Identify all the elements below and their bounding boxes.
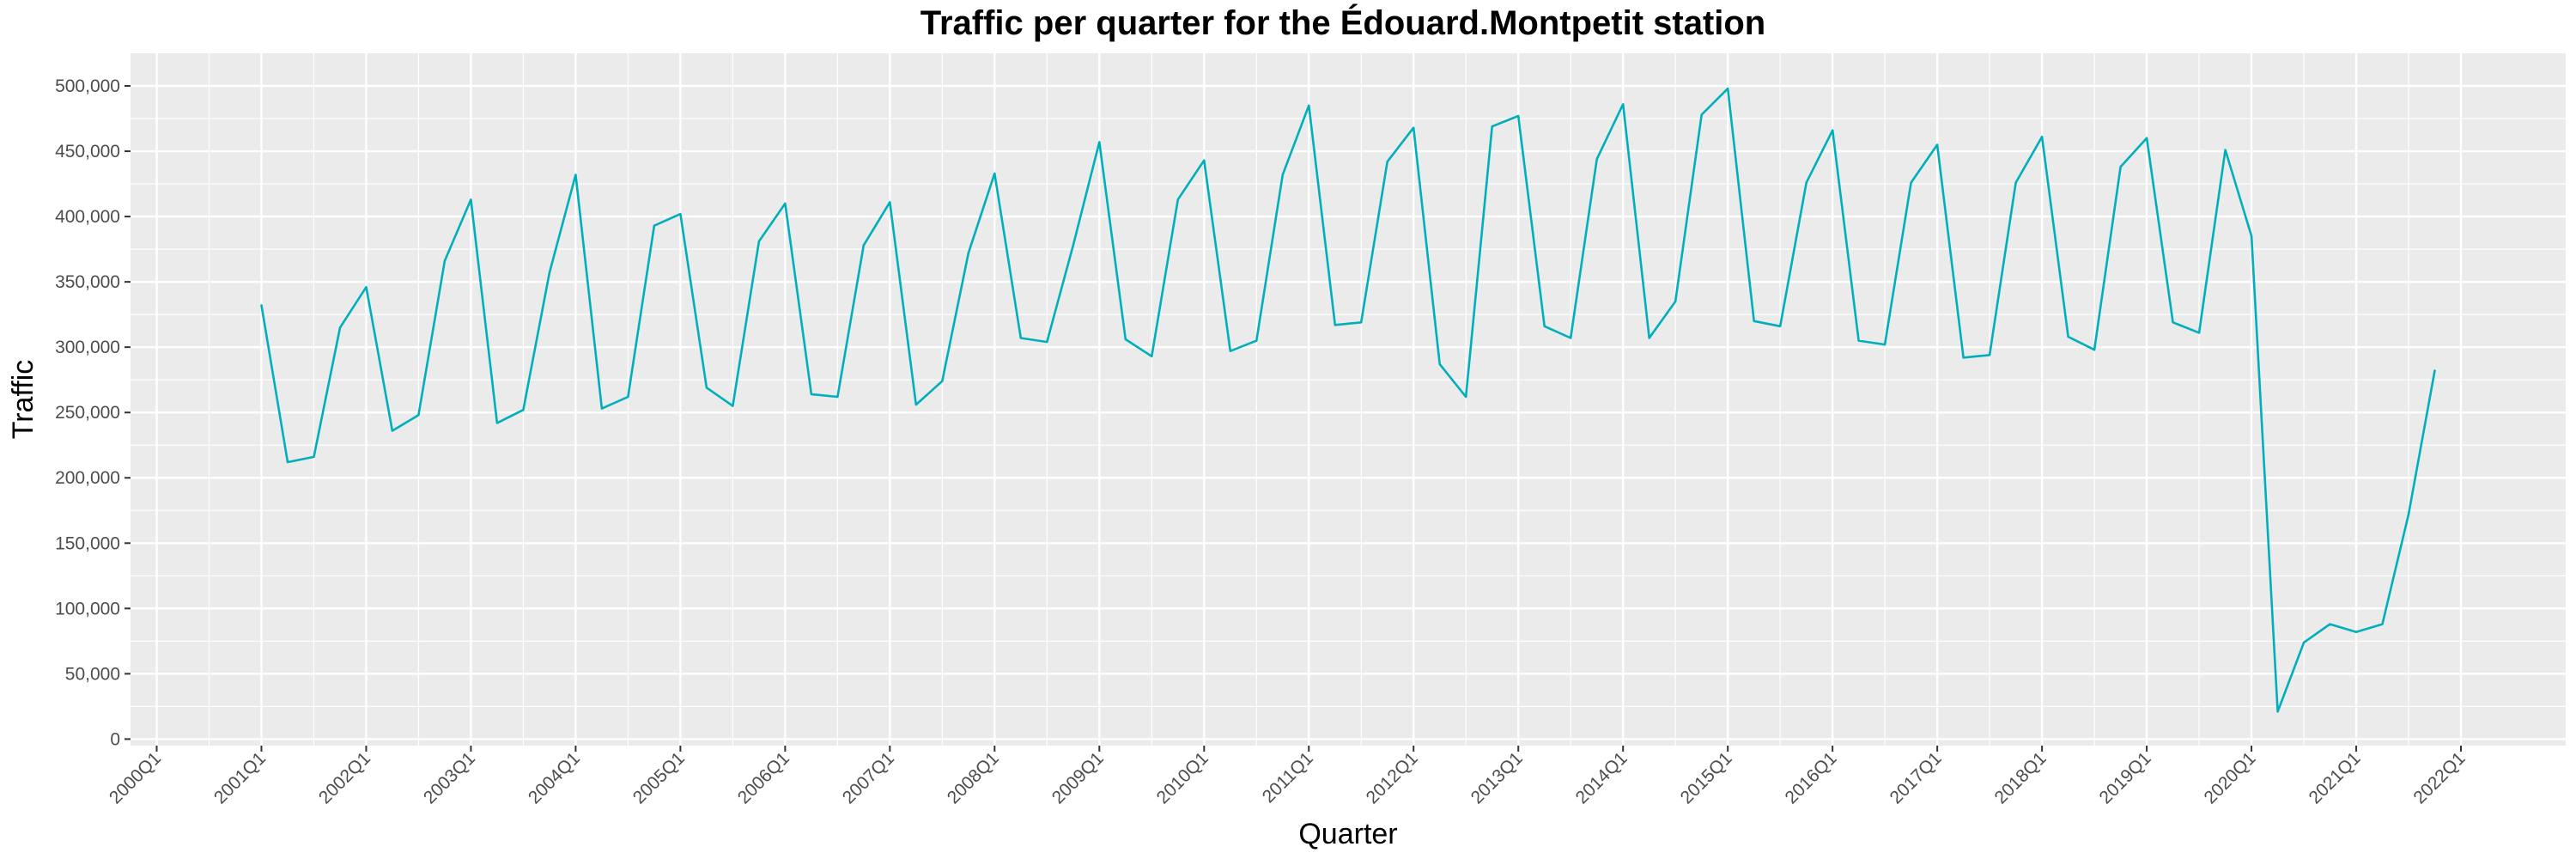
major-grid	[131, 53, 2566, 746]
x-axis: 2000Q1 2001Q1 2002Q1 2003Q1 2004Q1 2005Q1 2006…	[106, 746, 2470, 807]
minor-grid	[131, 53, 2566, 746]
x-tick-label: 2012Q1	[1363, 748, 1422, 807]
y-tick-label: 400,000	[55, 207, 120, 227]
y-axis-title: Traffic	[7, 360, 39, 440]
x-tick-label: 2019Q1	[2096, 748, 2155, 807]
x-tick-label: 2020Q1	[2200, 748, 2259, 807]
y-tick-label: 250,000	[55, 403, 120, 423]
x-tick-label: 2005Q1	[629, 748, 689, 807]
y-tick-label: 200,000	[55, 468, 120, 488]
x-tick-label: 2016Q1	[1782, 748, 1841, 807]
x-tick-label: 2008Q1	[944, 748, 1003, 807]
y-tick-label: 150,000	[55, 533, 120, 553]
y-tick-label: 300,000	[55, 338, 120, 357]
y-tick-label: 0	[110, 729, 120, 749]
x-tick-label: 2018Q1	[1991, 748, 2050, 807]
y-tick-label: 450,000	[55, 142, 120, 161]
y-axis: 0 50,000 100,000 150,000 200,000 250,000 300,0…	[55, 76, 131, 749]
x-tick-label: 2007Q1	[839, 748, 898, 807]
series-layer	[260, 87, 2436, 713]
x-tick-label: 2013Q1	[1467, 748, 1527, 807]
x-tick-label: 2002Q1	[315, 748, 374, 807]
y-tick-label: 50,000	[65, 664, 120, 684]
x-tick-label: 2022Q1	[2409, 748, 2469, 807]
x-tick-label: 2000Q1	[106, 748, 165, 807]
x-tick-label: 2004Q1	[525, 748, 584, 807]
x-tick-label: 2011Q1	[1259, 748, 1317, 807]
series-line	[260, 87, 2436, 713]
x-axis-title: Quarter	[1298, 818, 1397, 850]
y-tick-label: 500,000	[55, 76, 120, 96]
x-tick-label: 2021Q1	[2305, 748, 2364, 807]
y-tick-label: 350,000	[55, 272, 120, 292]
x-tick-label: 2006Q1	[734, 748, 793, 807]
x-tick-label: 2010Q1	[1153, 748, 1212, 807]
x-tick-label: 2014Q1	[1572, 748, 1631, 807]
x-tick-label: 2001Q1	[210, 748, 270, 807]
x-tick-label: 2015Q1	[1677, 748, 1736, 807]
plot-panel	[131, 53, 2566, 746]
x-tick-label: 2017Q1	[1886, 748, 1946, 807]
x-tick-label: 2003Q1	[420, 748, 479, 807]
chart-title: Traffic per quarter for the Édouard.Mont…	[920, 3, 1766, 42]
y-tick-label: 100,000	[55, 599, 120, 618]
x-tick-label: 2009Q1	[1048, 748, 1108, 807]
